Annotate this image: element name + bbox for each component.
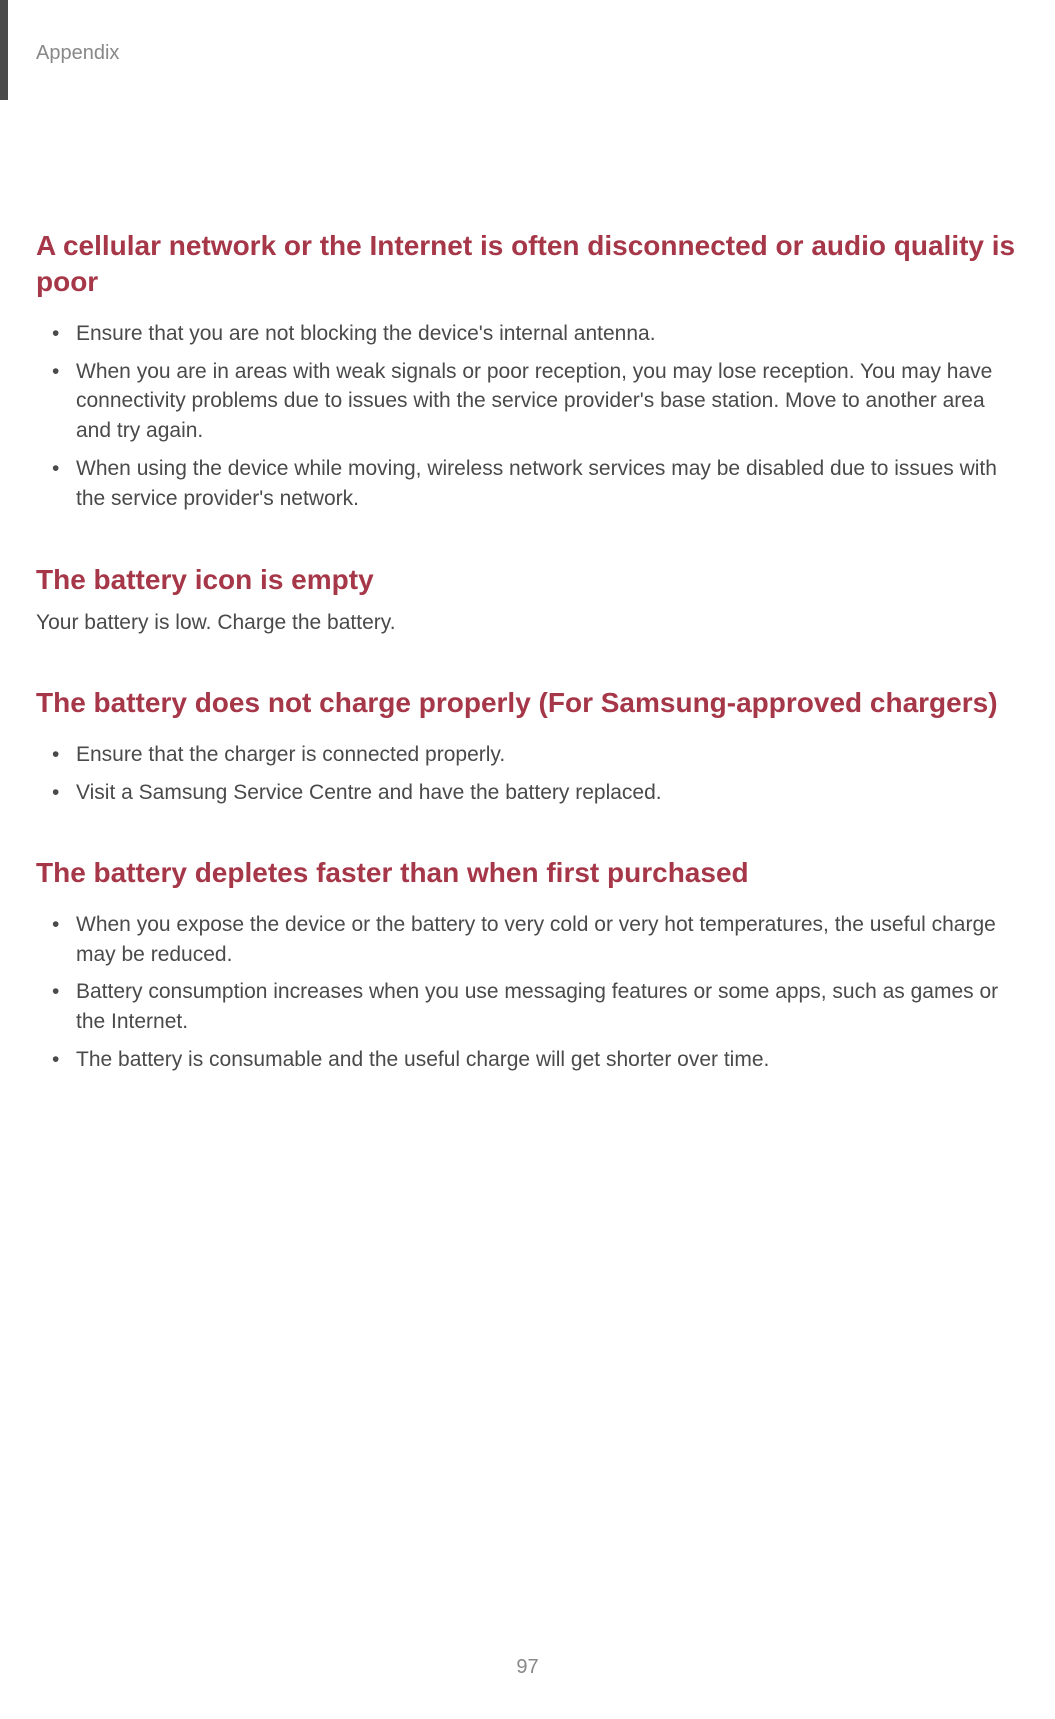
bullet-item: Visit a Samsung Service Centre and have … [36, 778, 1016, 808]
section-heading-battery-depletes: The battery depletes faster than when fi… [36, 855, 1016, 891]
page-number: 97 [0, 1656, 1055, 1679]
bullet-item: When you are in areas with weak signals … [36, 357, 1016, 446]
header-section-label: Appendix [36, 42, 119, 65]
section-heading-battery-empty: The battery icon is empty [36, 562, 1016, 598]
bullet-item: When using the device while moving, wire… [36, 454, 1016, 514]
page-content: A cellular network or the Internet is of… [36, 228, 1016, 1105]
bullet-list-network: Ensure that you are not blocking the dev… [36, 319, 1016, 514]
section-heading-battery-charge: The battery does not charge properly (Fo… [36, 685, 1016, 721]
section-heading-network: A cellular network or the Internet is of… [36, 228, 1016, 301]
bullet-item: When you expose the device or the batter… [36, 910, 1016, 970]
body-text-battery-empty: Your battery is low. Charge the battery. [36, 608, 1016, 637]
bullet-item: Battery consumption increases when you u… [36, 977, 1016, 1037]
bullet-item: The battery is consumable and the useful… [36, 1045, 1016, 1075]
bullet-item: Ensure that the charger is connected pro… [36, 740, 1016, 770]
bullet-item: Ensure that you are not blocking the dev… [36, 319, 1016, 349]
bullet-list-battery-depletes: When you expose the device or the batter… [36, 910, 1016, 1075]
page-border-accent [0, 0, 8, 100]
bullet-list-battery-charge: Ensure that the charger is connected pro… [36, 740, 1016, 808]
